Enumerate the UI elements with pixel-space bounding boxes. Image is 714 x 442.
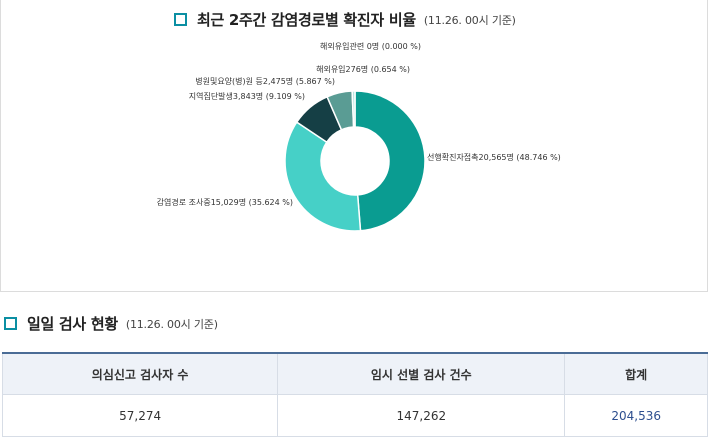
header-temporary-screening: 임시 선별 검사 건수 xyxy=(277,353,566,395)
table-row: 57,274 147,262 204,536 xyxy=(1,394,708,437)
slice-label-2: 지역집단발생3,843명 (9.109 %) xyxy=(189,91,305,101)
slice-label-5: 해외유입관련 0명 (0.000 %) xyxy=(320,41,421,51)
value-total: 204,536 xyxy=(564,394,708,437)
donut-chart: 선행확진자접촉20,565명 (48.746 %) 감염경로 조사중15,029명… xyxy=(157,41,561,232)
donut-slice-1 xyxy=(284,121,362,232)
daily-test-table: 의심신고 검사자 수 임시 선별 검사 건수 합계 57,274 147,262… xyxy=(1,352,708,437)
chart-title: 최근 2주간 감염경로별 확진자 비율 xyxy=(197,11,416,29)
square-bullet-icon xyxy=(4,317,17,330)
stats-title-row: 일일 검사 현황 (11.26. 00시 기준) xyxy=(4,313,218,334)
donut-slice-4 xyxy=(351,90,356,128)
chart-subtitle: (11.26. 00시 기준) xyxy=(423,13,516,27)
slice-label-3: 병원및요양(병)원 등2,475명 (5.867 %) xyxy=(195,76,335,86)
slice-label-4: 해외유입276명 (0.654 %) xyxy=(316,64,410,74)
header-suspected-tests: 의심신고 검사자 수 xyxy=(1,353,279,395)
stats-title: 일일 검사 현황 xyxy=(27,315,118,333)
value-temporary-screening: 147,262 xyxy=(277,394,566,437)
chart-title-row: 최근 2주간 감염경로별 확진자 비율 (11.26. 00시 기준) xyxy=(174,9,516,30)
table-header-row: 의심신고 검사자 수 임시 선별 검사 건수 합계 xyxy=(1,353,708,395)
slice-label-1: 감염경로 조사중15,029명 (35.624 %) xyxy=(157,197,293,207)
donut-slice-0 xyxy=(354,90,426,232)
header-total: 합계 xyxy=(564,353,708,395)
value-suspected-tests: 57,274 xyxy=(1,394,279,437)
chart-panel: 최근 2주간 감염경로별 확진자 비율 (11.26. 00시 기준) 선행확진… xyxy=(0,0,708,292)
slice-label-0: 선행확진자접촉20,565명 (48.746 %) xyxy=(427,152,561,162)
square-bullet-icon xyxy=(174,13,187,26)
stats-subtitle: (11.26. 00시 기준) xyxy=(125,317,218,331)
